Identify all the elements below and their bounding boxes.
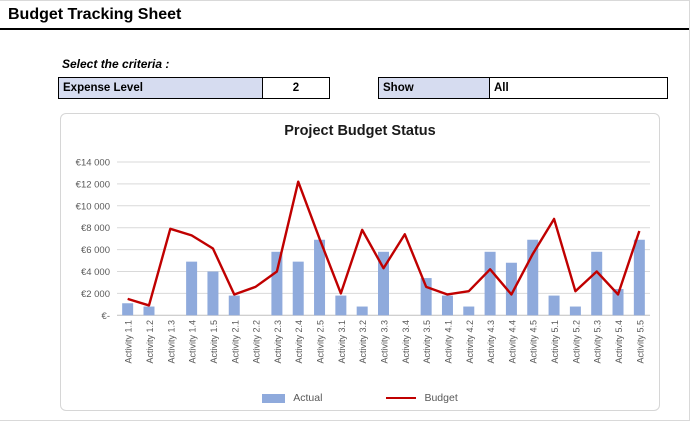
chart-svg: €14 000 €12 000 €10 000 €8 000 €6 000 €4 000 €… — [76, 158, 650, 364]
chart-title: Project Budget Status — [284, 123, 436, 139]
y-tick-label: €6 000 — [81, 245, 110, 256]
expense-level-value-cell[interactable]: 2 — [263, 78, 329, 98]
legend-actual-swatch — [262, 393, 286, 403]
y-tick-label: €8 000 — [81, 223, 110, 234]
x-tick-label: Activity 2.3 — [273, 320, 283, 364]
x-tick-label: Activity 3.3 — [380, 320, 390, 364]
x-tick-label: Activity 5.1 — [550, 320, 560, 364]
bar-actual — [271, 251, 283, 316]
x-tick-label: Activity 5.5 — [635, 320, 645, 364]
x-tick-label: Activity 4.5 — [529, 320, 539, 364]
x-tick-label: Activity 4.4 — [507, 320, 517, 364]
x-tick-label: Activity 4.3 — [486, 320, 496, 364]
bar-actual — [484, 251, 496, 316]
x-tick-label: Activity 2.4 — [294, 320, 304, 364]
y-tick-label: €4 000 — [81, 267, 110, 278]
x-tick-label: Activity 1.4 — [188, 320, 198, 364]
x-tick-label: Activity 1.5 — [209, 320, 219, 364]
criteria-heading: Select the criteria : — [62, 57, 170, 71]
bar-actual — [122, 303, 134, 316]
bar-actual — [548, 295, 560, 316]
bar-actual — [441, 295, 453, 316]
title-underline — [0, 28, 689, 30]
chart-legend: Actual Budget — [61, 392, 659, 404]
bar-actual — [207, 271, 219, 316]
x-tick-label: Activity 1.2 — [145, 320, 155, 364]
expense-level-label-cell: Expense Level — [59, 78, 263, 98]
bar-actual — [143, 306, 155, 316]
bar-actual — [591, 251, 603, 316]
bar-actual — [612, 289, 624, 316]
bar-actual — [314, 239, 326, 316]
x-tick-label: Activity 5.2 — [571, 320, 581, 364]
budget-status-chart[interactable]: Project Budget Status €14 000 €12 000 €10 … — [60, 113, 660, 411]
x-tick-label: Activity 3.4 — [401, 320, 411, 364]
bar-actual — [378, 251, 389, 316]
x-tick-label: Activity 5.3 — [593, 320, 603, 364]
legend-budget-label: Budget — [424, 392, 458, 404]
x-tick-label: Activity 1.3 — [166, 320, 176, 364]
page-title: Budget Tracking Sheet — [8, 6, 182, 23]
show-row: Show All — [378, 77, 668, 99]
x-tick-label: Activity 3.2 — [358, 320, 368, 364]
bar-actual — [463, 306, 475, 316]
y-tick-label: €14 000 — [76, 158, 110, 169]
x-tick-label: Activity 3.5 — [422, 320, 432, 364]
bar-actual — [356, 306, 368, 316]
show-label-cell: Show — [379, 78, 490, 98]
bar-actual — [186, 261, 198, 316]
bar-actual — [505, 262, 517, 316]
x-tick-label: Activity 5.4 — [614, 320, 624, 364]
y-tick-label: €10 000 — [76, 201, 110, 212]
budget-line — [127, 180, 641, 307]
bar-actual — [420, 278, 432, 316]
x-tick-label: Activity 4.2 — [465, 320, 475, 364]
legend-budget-swatch — [386, 396, 417, 400]
x-tick-label: Activity 1.1 — [124, 320, 134, 364]
bar-actual — [569, 306, 581, 316]
bar-actual — [633, 239, 645, 316]
y-tick-label: €12 000 — [76, 179, 110, 190]
x-tick-label: Activity 2.1 — [230, 320, 240, 364]
x-tick-label: Activity 4.1 — [443, 320, 453, 364]
legend-actual-label: Actual — [293, 392, 323, 404]
bar-actual — [292, 261, 304, 316]
y-tick-label: €- — [102, 311, 110, 322]
x-tick-label: Activity 2.5 — [316, 320, 326, 364]
bar-actual — [228, 295, 240, 316]
x-tick-label: Activity 2.2 — [252, 320, 262, 364]
bar-actual — [527, 239, 539, 316]
bar-actual — [335, 295, 347, 316]
y-tick-label: €2 000 — [81, 289, 110, 300]
x-tick-label: Activity 3.1 — [337, 320, 347, 364]
expense-level-row: Expense Level 2 — [58, 77, 330, 99]
show-value-cell[interactable]: All — [490, 78, 667, 98]
